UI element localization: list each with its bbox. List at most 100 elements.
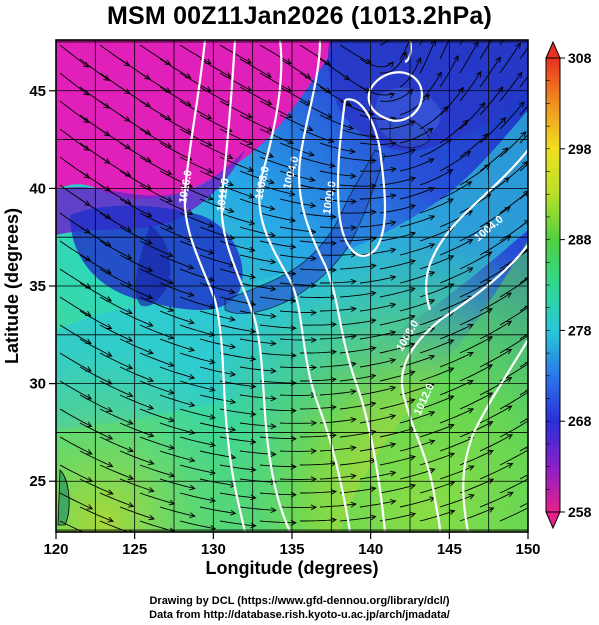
streamline-arrowhead [205, 113, 213, 120]
streamline [139, 492, 175, 505]
streamline [519, 248, 528, 256]
streamline [59, 464, 93, 482]
streamline [319, 142, 355, 153]
streamline [199, 366, 236, 376]
streamline-arrowhead [442, 105, 449, 113]
contour-label-1000: 1000.0 [321, 180, 339, 215]
colorbar-top-arrow [545, 40, 561, 59]
streamline [339, 292, 376, 298]
streamline-arrowhead [389, 330, 397, 336]
streamline-arrowhead [538, 87, 543, 93]
streamline [119, 506, 155, 520]
streamline-arrowhead [487, 449, 494, 456]
streamline [119, 422, 154, 437]
streamline [179, 380, 215, 391]
streamline [199, 58, 232, 78]
streamline-arrowhead [270, 451, 277, 458]
streamline [79, 58, 110, 81]
streamline [519, 75, 528, 88]
streamline [259, 44, 292, 64]
streamline [159, 338, 195, 351]
streamline [219, 464, 256, 471]
streamline-arrowhead [310, 309, 317, 316]
streamline [319, 446, 356, 452]
colorbar-bottom-arrow [545, 511, 561, 530]
streamline-arrowhead [330, 321, 338, 328]
streamline-arrowhead [127, 502, 135, 508]
streamline [479, 320, 512, 340]
streamline [59, 240, 91, 261]
streamline [459, 102, 486, 130]
streamline-arrowhead [270, 285, 277, 292]
streamline [119, 338, 154, 354]
streamline-arrowhead [105, 323, 113, 329]
streamline [379, 456, 416, 466]
streamline [479, 292, 512, 312]
streamline [219, 520, 256, 527]
streamline [239, 422, 276, 427]
streamline [439, 210, 473, 228]
streamline [139, 296, 174, 312]
streamline-arrowhead [409, 314, 416, 321]
streamline [439, 151, 471, 172]
streamline-arrowhead [350, 388, 357, 395]
streamline [499, 420, 528, 438]
streamline-arrowhead [167, 251, 174, 257]
streamline-arrowhead [541, 146, 546, 151]
streamline-arrowhead [350, 198, 357, 205]
streamline-arrowhead [104, 213, 112, 219]
streamline-arrowhead [409, 120, 416, 126]
streamline [159, 86, 192, 106]
streamline [379, 40, 390, 46]
streamline [399, 57, 422, 88]
streamline [379, 149, 416, 158]
streamline-arrowhead [228, 234, 236, 241]
streamline [179, 240, 214, 254]
streamline-arrowhead [209, 441, 216, 448]
streamline [519, 104, 528, 116]
streamline [99, 296, 133, 314]
streamline [479, 86, 504, 116]
streamline-arrowhead [350, 501, 357, 508]
streamline [399, 40, 411, 60]
streamline [59, 380, 92, 400]
streamline [59, 436, 93, 455]
streamline-arrowhead [267, 152, 275, 158]
streamline [319, 390, 356, 396]
streamline-arrowhead [290, 325, 297, 331]
streamline-arrowhead [389, 470, 397, 477]
streamline [419, 198, 454, 214]
streamline [459, 133, 489, 158]
streamline-arrowhead [409, 148, 417, 155]
isobar-1000 [336, 98, 387, 257]
streamline [159, 58, 191, 79]
streamline-arrowhead [516, 71, 523, 78]
streamline-arrowhead [166, 224, 174, 230]
streamline [139, 44, 171, 65]
isobar-contours [183, 40, 528, 532]
streamline [159, 310, 195, 324]
streamline-arrowhead [126, 391, 134, 398]
streamline [499, 72, 523, 102]
streamline-arrowhead [106, 434, 114, 440]
streamline [299, 240, 336, 244]
streamline [359, 331, 396, 340]
streamline [259, 380, 296, 384]
streamline [279, 338, 317, 341]
streamline-arrowhead [187, 209, 194, 215]
streamline [59, 520, 84, 532]
streamline [279, 310, 316, 314]
streamline [519, 361, 528, 368]
streamline [159, 366, 195, 379]
streamline [239, 506, 276, 511]
colorbar-tick-label: 288 [568, 232, 592, 248]
streamline [219, 44, 252, 64]
streamline [259, 240, 296, 248]
streamline-arrowhead [389, 302, 397, 309]
streamline-arrowhead [187, 264, 195, 270]
streamline [199, 114, 233, 133]
streamline-arrowhead [494, 28, 499, 34]
streamline-arrowhead [103, 75, 110, 81]
streamline [419, 424, 454, 438]
streamline [99, 128, 131, 150]
